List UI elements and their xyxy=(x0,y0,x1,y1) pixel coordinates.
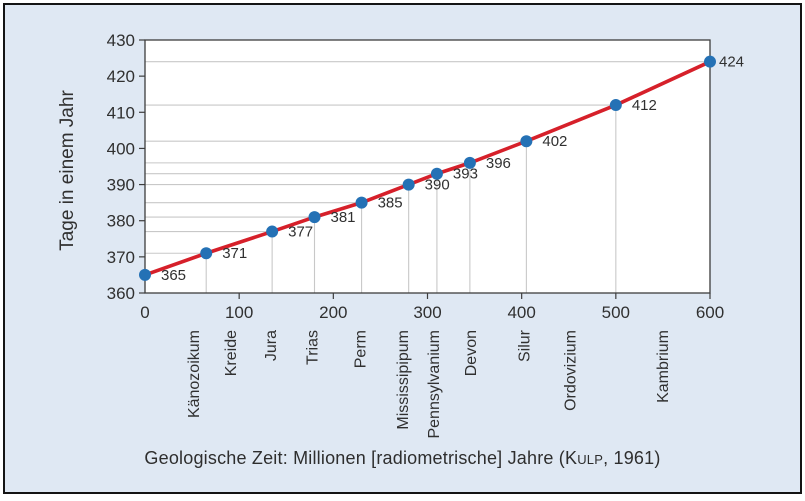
period-label: Känozoikum xyxy=(186,330,203,418)
caption-prefix: Geologische Zeit: Millionen [radiometris… xyxy=(144,448,565,468)
data-point-label: 390 xyxy=(425,177,450,194)
data-point xyxy=(266,225,279,238)
period-label: Mississipipum xyxy=(395,330,412,430)
y-tick-label: 380 xyxy=(107,212,135,231)
x-tick-label: 0 xyxy=(140,303,149,322)
period-label: Devon xyxy=(463,330,480,376)
data-point xyxy=(355,196,368,209)
data-point-label: 393 xyxy=(453,166,478,183)
x-tick-label: 300 xyxy=(413,303,441,322)
y-axis-title: Tage in einem Jahr xyxy=(57,90,78,251)
data-point-label: 402 xyxy=(542,133,567,150)
x-tick-label: 200 xyxy=(319,303,347,322)
data-point-label: 396 xyxy=(486,155,511,172)
data-point-label: 385 xyxy=(378,195,403,212)
x-tick-label: 500 xyxy=(602,303,630,322)
period-label: Silur xyxy=(517,329,534,362)
data-point xyxy=(402,178,415,191)
period-label: Trias xyxy=(305,330,322,365)
data-point xyxy=(609,99,622,112)
x-tick-label: 100 xyxy=(225,303,253,322)
data-point-label: 371 xyxy=(222,245,247,262)
data-point xyxy=(200,247,213,260)
y-tick-label: 420 xyxy=(107,67,135,86)
data-point-label: 381 xyxy=(331,209,356,226)
data-point xyxy=(430,167,443,180)
data-point-label: 412 xyxy=(632,97,657,114)
x-axis-caption: Geologische Zeit: Millionen [radiometris… xyxy=(0,448,805,469)
y-tick-label: 400 xyxy=(107,139,135,158)
y-tick-label: 430 xyxy=(107,31,135,50)
period-label: Jura xyxy=(263,330,280,361)
data-point xyxy=(308,211,321,224)
caption-suffix: , 1961) xyxy=(603,448,661,468)
y-tick-label: 370 xyxy=(107,248,135,267)
data-point xyxy=(139,268,151,281)
period-label: Kambrium xyxy=(655,330,672,403)
data-point-label: 377 xyxy=(288,224,313,241)
period-label: Ordovizium xyxy=(563,330,580,411)
period-label: Perm xyxy=(353,330,370,368)
period-label: Kreide xyxy=(223,330,240,376)
y-tick-label: 390 xyxy=(107,176,135,195)
x-tick-label: 600 xyxy=(696,303,724,322)
period-label: Pennsylvanium xyxy=(426,330,443,439)
caption-author: Kulp xyxy=(565,448,604,468)
data-point-label: 365 xyxy=(161,267,186,284)
y-tick-label: 360 xyxy=(107,284,135,303)
y-tick-label: 410 xyxy=(107,103,135,122)
data-point xyxy=(520,135,533,148)
data-point xyxy=(704,55,716,68)
data-point xyxy=(463,156,476,169)
data-point-label: 424 xyxy=(719,54,744,71)
x-tick-label: 400 xyxy=(507,303,535,322)
